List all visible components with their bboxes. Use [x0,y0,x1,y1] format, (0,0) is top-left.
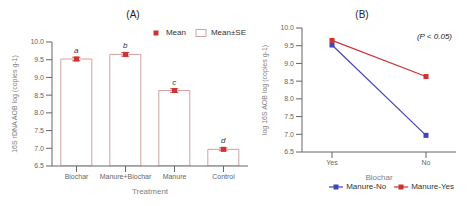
svg-text:16S rDNA AOB log (copies g-1): 16S rDNA AOB log (copies g-1) [11,55,19,153]
svg-text:8.0: 8.0 [284,95,294,102]
html-text:Manure-No: Manure-No [346,182,387,191]
svg-text:No: No [422,159,431,166]
svg-text:9.5: 9.5 [34,56,44,63]
svg-text:b: b [123,41,128,50]
svg-text:7.5: 7.5 [34,127,44,134]
svg-text:Manure+Biochar: Manure+Biochar [100,173,152,180]
svg-text:Biochar: Biochar [365,173,392,182]
svg-text:Manure: Manure [163,173,187,180]
svg-text:c: c [172,78,176,87]
svg-text:7.5: 7.5 [284,113,294,120]
svg-text:d: d [221,136,226,145]
svg-text:Biochar: Biochar [65,173,89,180]
svg-text:Yes: Yes [326,159,338,166]
svg-text:10.0: 10.0 [280,24,294,31]
html-text:(P < 0.05): (P < 0.05) [416,32,452,41]
svg-text:Control: Control [212,173,235,180]
html-text:(B): (B) [355,9,369,20]
html-text:(A): (A) [126,9,140,20]
html-text:Manure-Yes: Manure-Yes [411,182,454,191]
svg-text:9.0: 9.0 [284,60,294,67]
svg-text:10.0: 10.0 [30,38,44,45]
svg-text:8.5: 8.5 [34,92,44,99]
svg-text:7.0: 7.0 [34,145,44,152]
svg-text:8.5: 8.5 [284,78,294,85]
svg-text:6.5: 6.5 [284,148,294,155]
svg-text:a: a [74,46,79,55]
svg-text:Treatment: Treatment [132,187,169,196]
html-text:Mean: Mean [165,28,186,37]
svg-text:6.5: 6.5 [34,162,44,169]
svg-text:log 16S AOB log (copies g-1): log 16S AOB log (copies g-1) [261,45,269,135]
svg-text:9.5: 9.5 [284,42,294,49]
svg-text:9.0: 9.0 [34,74,44,81]
html-text:Mean±SE: Mean±SE [210,28,246,37]
svg-text:8.0: 8.0 [34,109,44,116]
svg-text:7.0: 7.0 [284,131,294,138]
